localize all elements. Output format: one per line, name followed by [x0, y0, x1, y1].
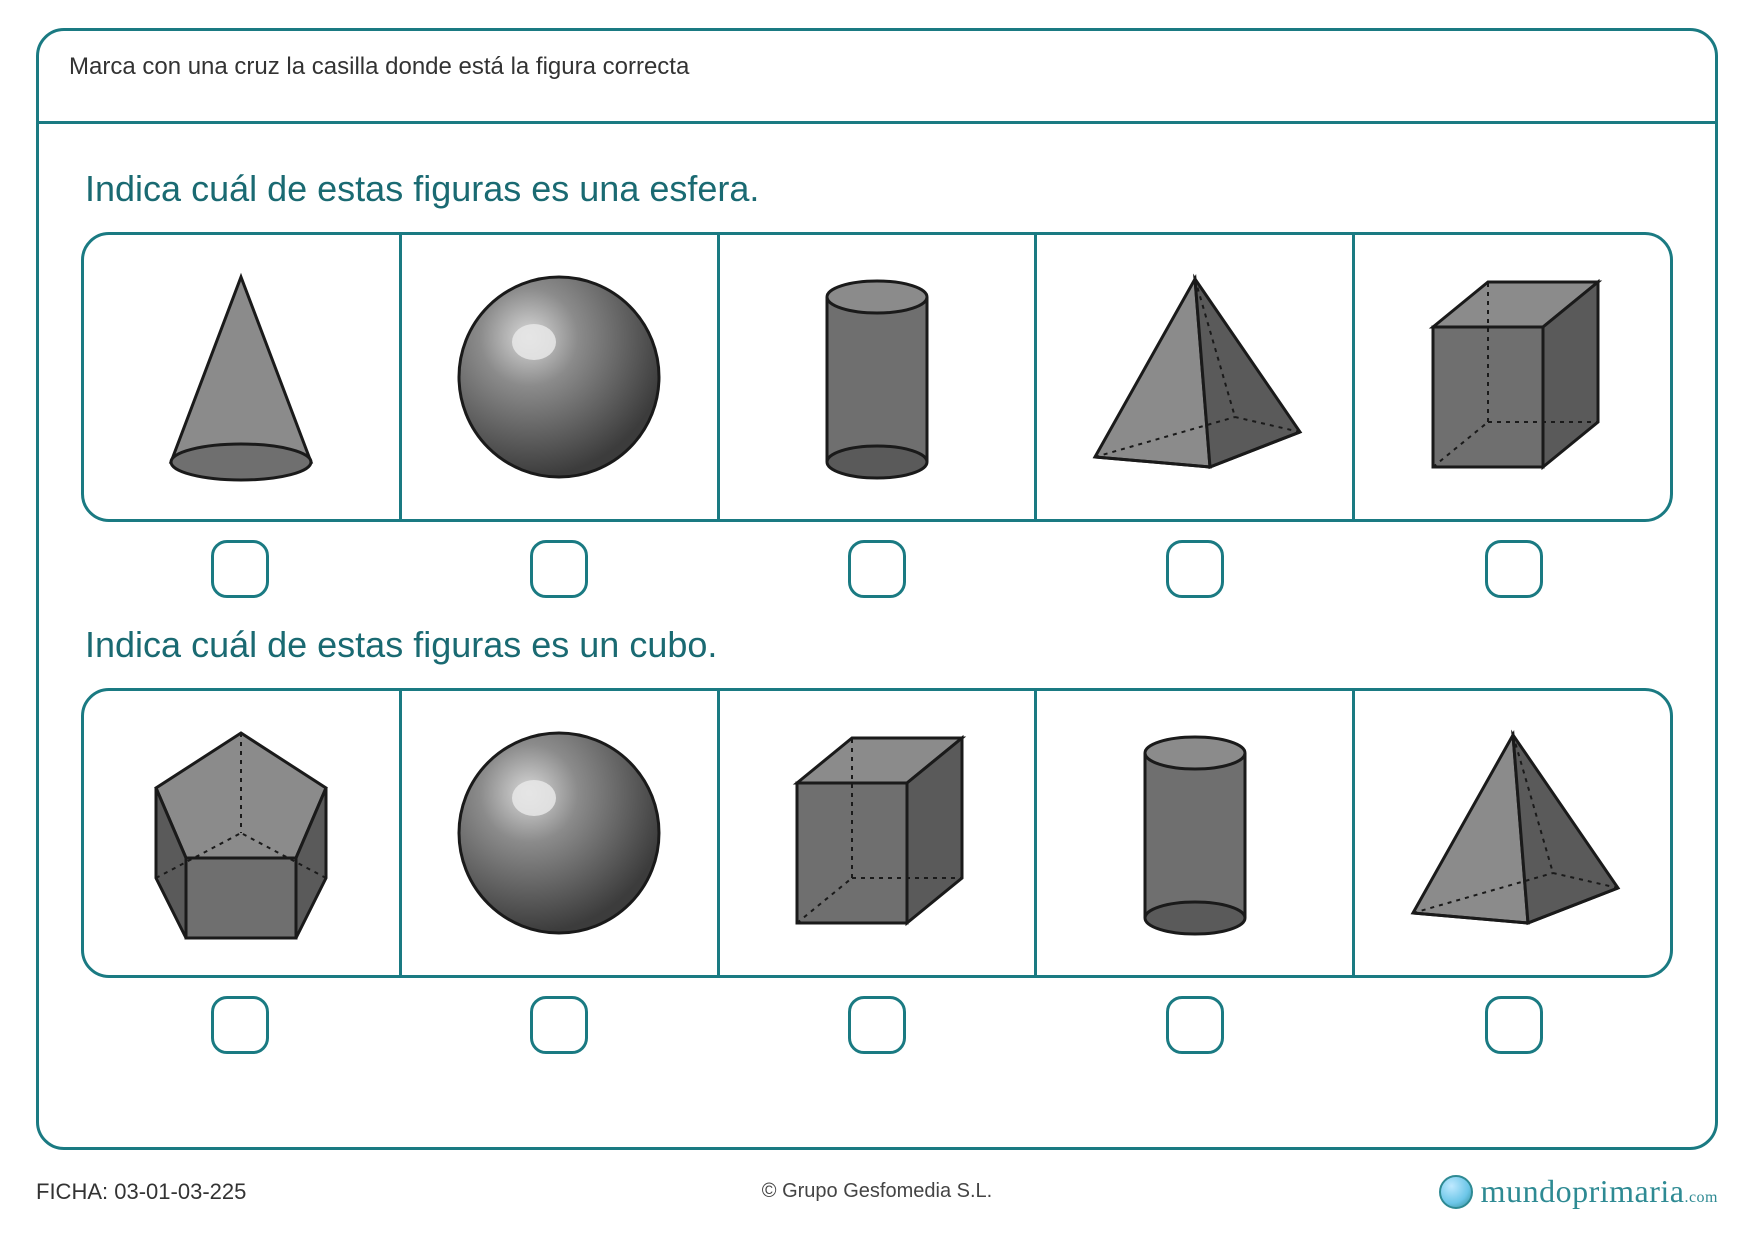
option-sphere [402, 691, 720, 975]
option-cylinder [1037, 691, 1355, 975]
brand-name: mundoprimaria [1481, 1173, 1685, 1209]
checkbox-slot [81, 996, 399, 1054]
checkbox-slot [81, 540, 399, 598]
answer-checkbox[interactable] [211, 996, 269, 1054]
brand-text: mundoprimaria.com [1481, 1173, 1718, 1210]
question-2-options [81, 688, 1673, 978]
brand-logo: mundoprimaria.com [1439, 1173, 1718, 1210]
checkbox-slot [1036, 996, 1354, 1054]
question-1-options [81, 232, 1673, 522]
question-2-checkboxes [81, 996, 1673, 1054]
instruction-bar: Marca con una cruz la casilla donde está… [39, 31, 1715, 124]
option-sphere [402, 235, 720, 519]
checkbox-slot [399, 996, 717, 1054]
checkbox-slot [399, 540, 717, 598]
answer-checkbox[interactable] [530, 540, 588, 598]
answer-checkbox[interactable] [848, 996, 906, 1054]
footer: FICHA: 03-01-03-225 © Grupo Gesfomedia S… [36, 1173, 1718, 1210]
copyright: © Grupo Gesfomedia S.L. [762, 1180, 992, 1203]
ficha-label: FICHA: [36, 1179, 108, 1204]
question-1-text: Indica cuál de estas figuras es una esfe… [85, 168, 1673, 210]
answer-checkbox[interactable] [1166, 996, 1224, 1054]
answer-checkbox[interactable] [1166, 540, 1224, 598]
checkbox-slot [1355, 540, 1673, 598]
option-cylinder [720, 235, 1038, 519]
answer-checkbox[interactable] [848, 540, 906, 598]
checkbox-slot [718, 540, 1036, 598]
answer-checkbox[interactable] [211, 540, 269, 598]
globe-icon [1439, 1175, 1473, 1209]
option-cube [720, 691, 1038, 975]
answer-checkbox[interactable] [1485, 540, 1543, 598]
checkbox-slot [1036, 540, 1354, 598]
answer-checkbox[interactable] [530, 996, 588, 1054]
question-1-checkboxes [81, 540, 1673, 598]
checkbox-slot [718, 996, 1036, 1054]
brand-suffix: .com [1684, 1189, 1718, 1206]
option-cube [1355, 235, 1670, 519]
answer-checkbox[interactable] [1485, 996, 1543, 1054]
ficha-code: FICHA: 03-01-03-225 [36, 1179, 246, 1205]
instruction-text: Marca con una cruz la casilla donde está… [69, 53, 689, 80]
option-pentaprism [84, 691, 402, 975]
checkbox-slot [1355, 996, 1673, 1054]
content-area: Indica cuál de estas figuras es una esfe… [39, 124, 1715, 1054]
worksheet-frame: Marca con una cruz la casilla donde está… [36, 28, 1718, 1150]
question-2-text: Indica cuál de estas figuras es un cubo. [85, 624, 1673, 666]
option-pyramid [1037, 235, 1355, 519]
ficha-number: 03-01-03-225 [114, 1179, 246, 1204]
option-cone [84, 235, 402, 519]
option-pyramid [1355, 691, 1670, 975]
